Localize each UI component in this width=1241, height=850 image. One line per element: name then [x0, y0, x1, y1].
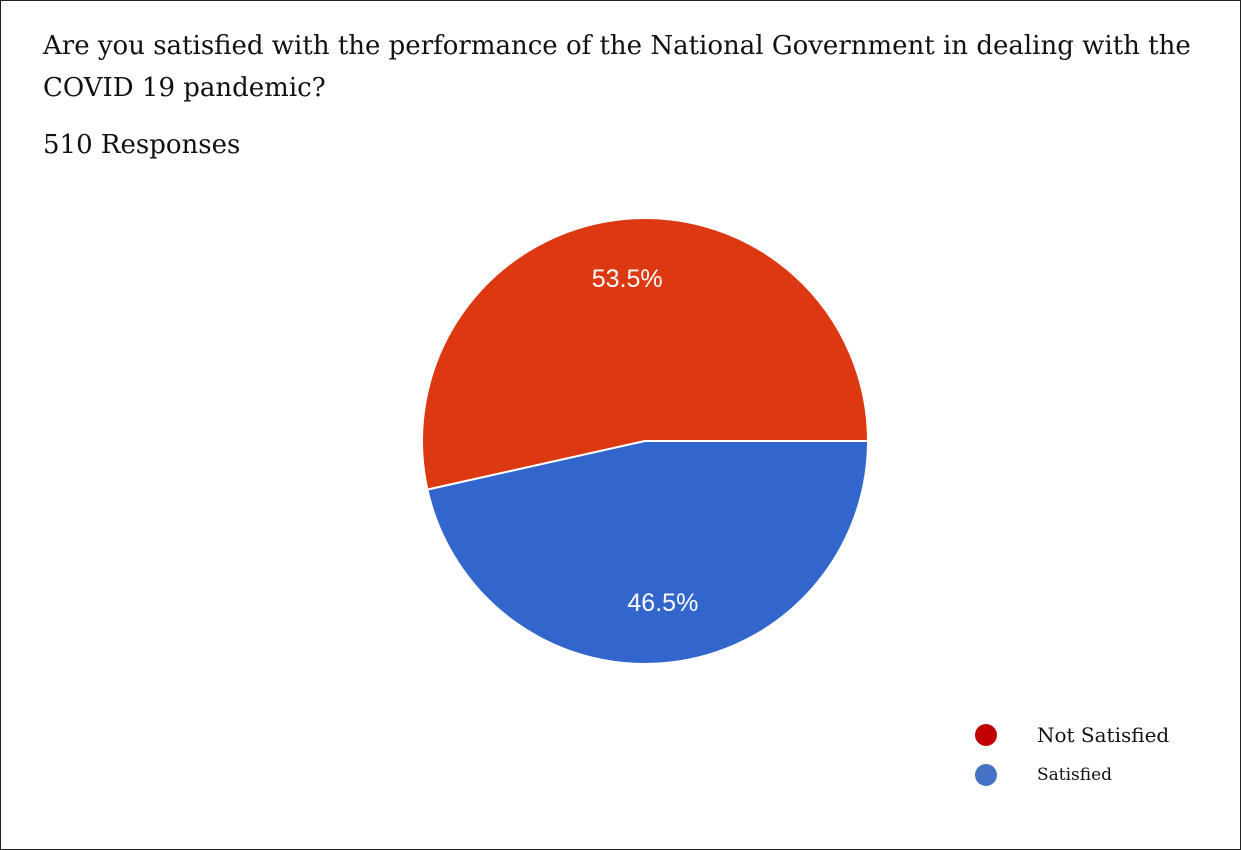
legend-item-not-satisfied: Not Satisfied [975, 715, 1169, 755]
legend-swatch-satisfied [975, 764, 997, 786]
legend: Not Satisfied Satisfied [975, 715, 1169, 795]
pie-slice-not-satisfied [421, 217, 870, 491]
response-count: 510 Responses [43, 130, 241, 160]
slice-value-label: 53.5% [592, 265, 663, 293]
legend-swatch-not-satisfied [975, 724, 997, 746]
legend-item-satisfied: Satisfied [975, 755, 1169, 795]
slice-value-label: 46.5% [627, 589, 698, 617]
legend-label: Not Satisfied [1037, 723, 1170, 747]
pie-slice-satisfied [426, 440, 870, 665]
pie-slices [421, 217, 870, 665]
pie-labels: 53.5% 46.5% [592, 265, 699, 617]
legend-label: Satisfied [1037, 765, 1113, 785]
chart-title: Are you satisfied with the performance o… [43, 31, 1191, 103]
